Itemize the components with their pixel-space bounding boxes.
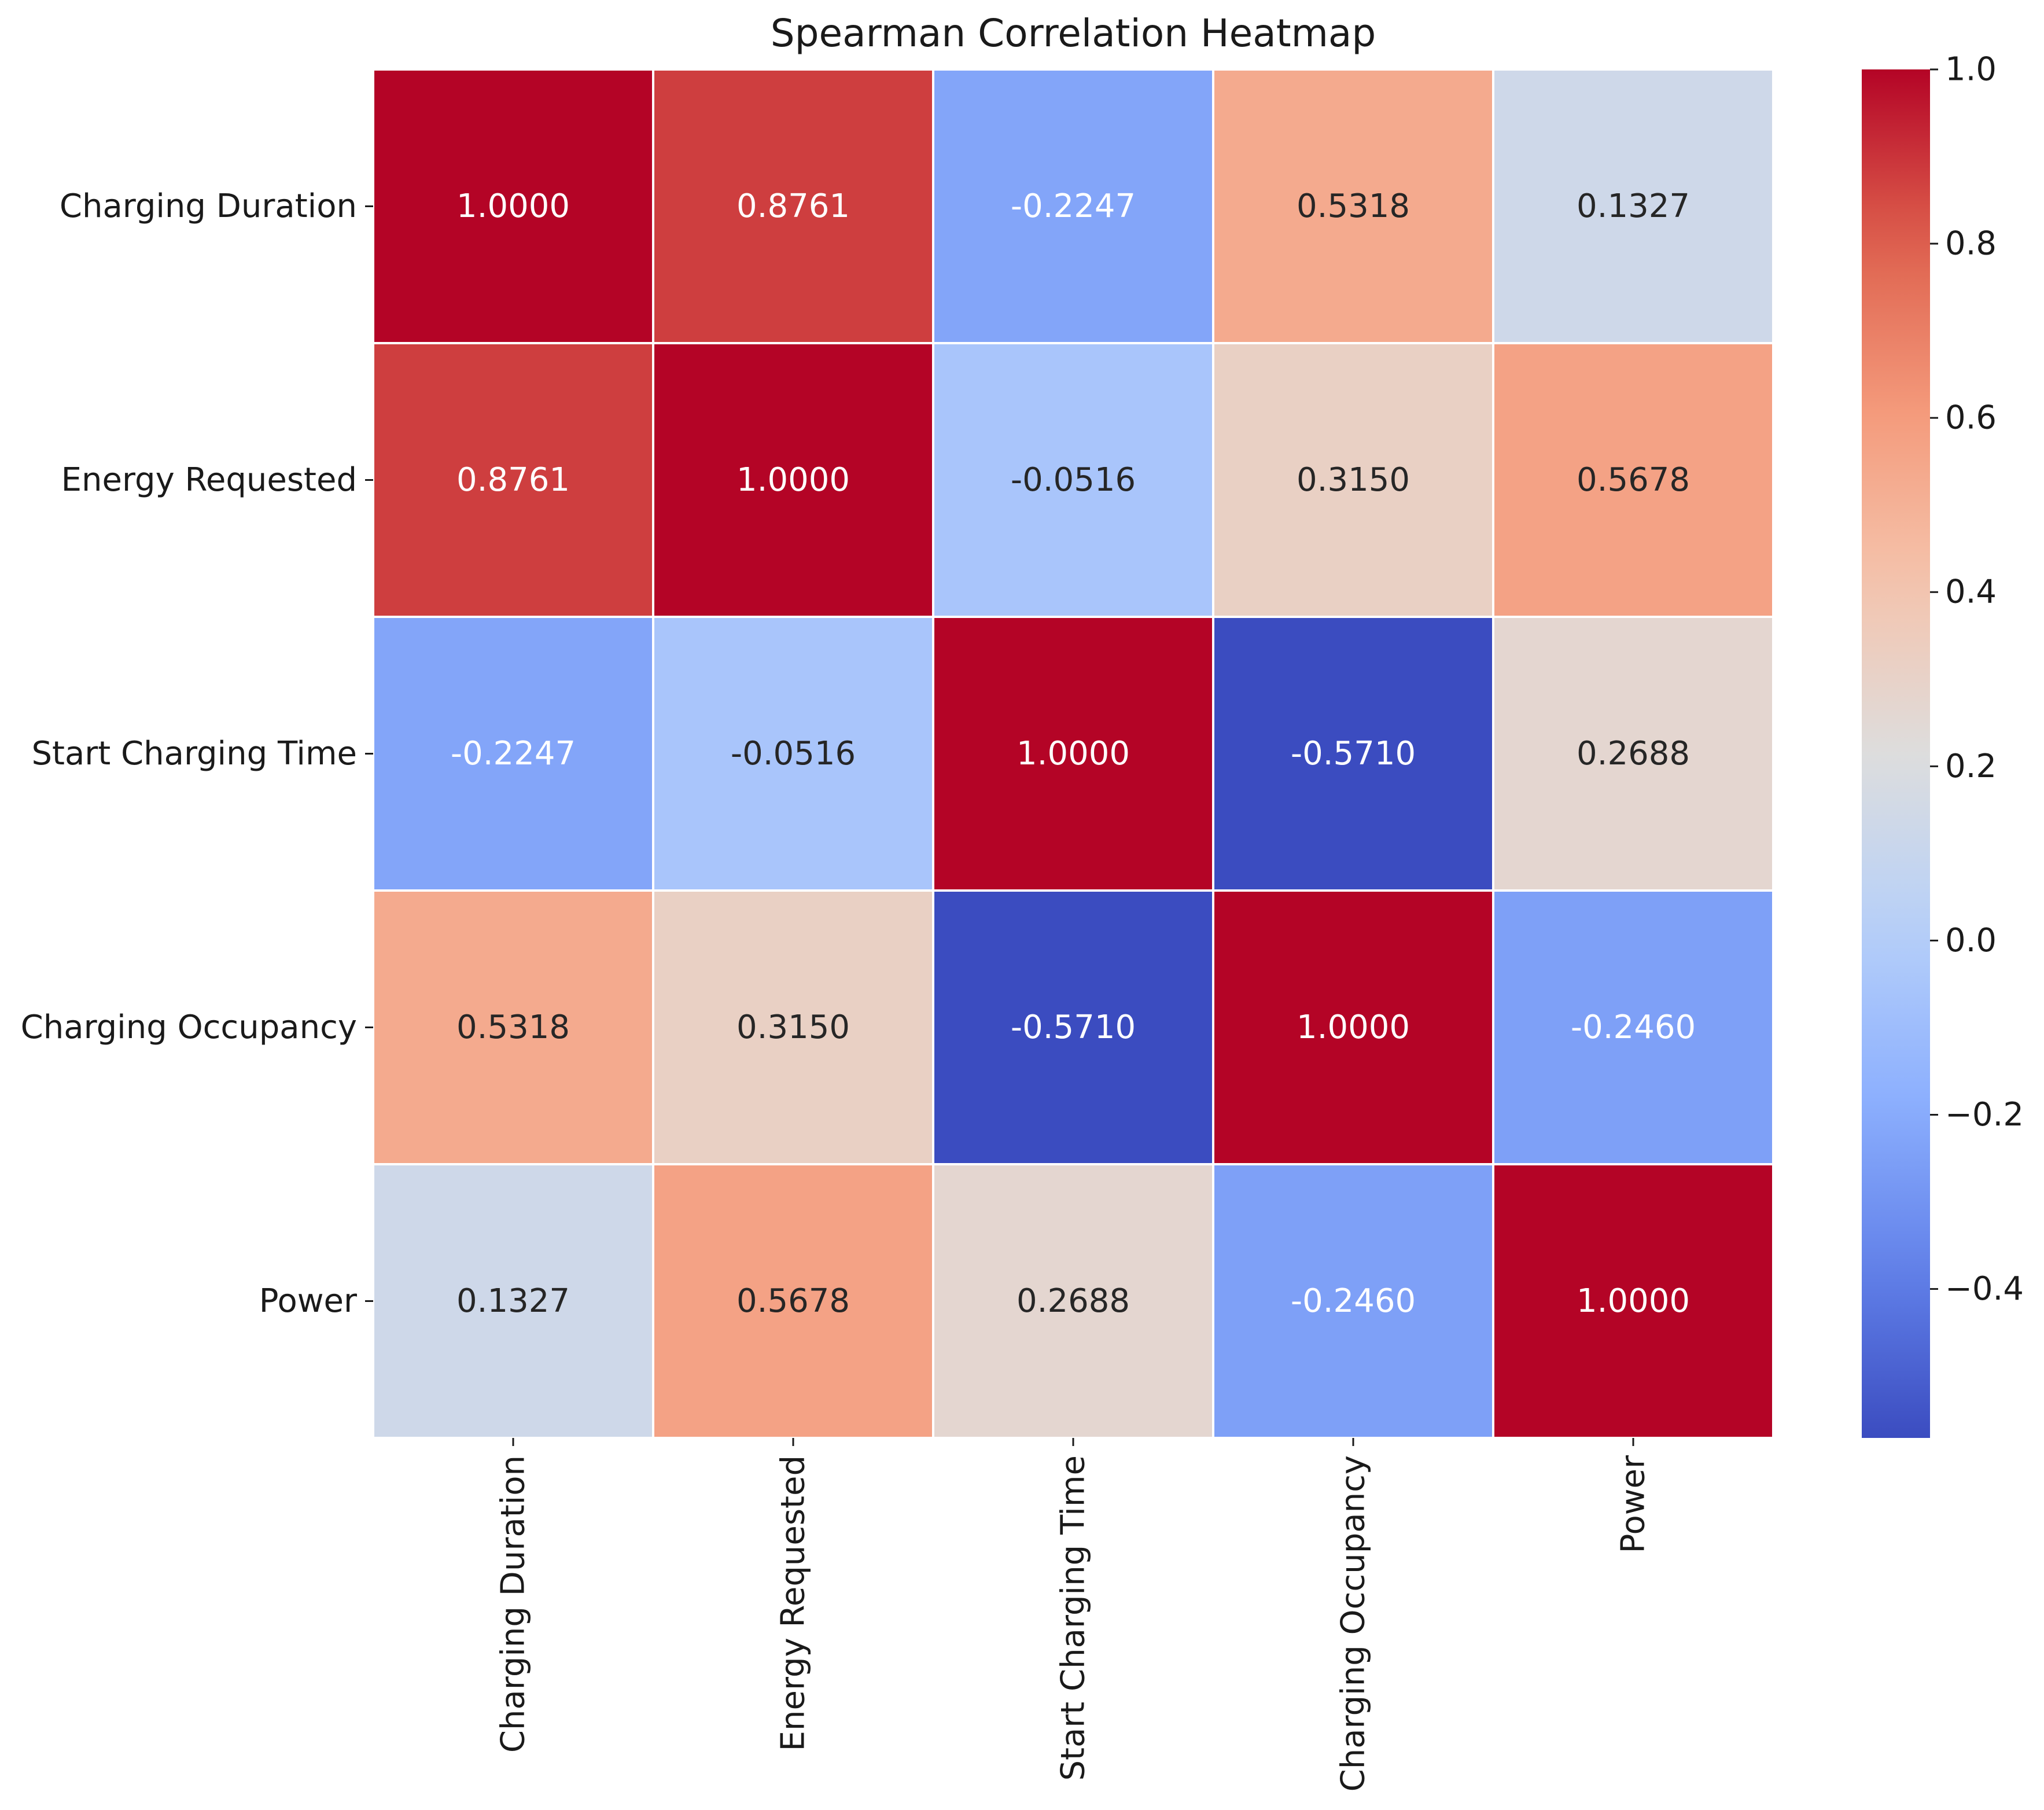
heatmap-cell <box>1492 342 1774 618</box>
heatmap-cell-label: 0.2688 <box>1017 1282 1130 1320</box>
heatmap-cell <box>372 68 654 344</box>
heatmap-cell <box>1212 616 1494 892</box>
heatmap-cell-label: 1.0000 <box>456 187 570 225</box>
colorbar: 1.0 0.8 0.6 0.4 0.2 0.0 −0.2 −0.4 <box>1862 51 2024 1438</box>
heatmap-cell-labels: 1.0000 0.8761 -0.2247 0.5318 0.1327 0.8761 1.0… <box>451 187 1696 1320</box>
heatmap-cell <box>932 68 1214 344</box>
heatmap-cell <box>652 889 934 1165</box>
y-tick-label: Charging Occupancy <box>21 1009 357 1046</box>
heatmap-cell <box>932 1163 1214 1439</box>
heatmap-cell <box>1212 889 1494 1165</box>
heatmap-cell-label: 1.0000 <box>736 461 850 499</box>
x-tick-label: Start Charging Time <box>1055 1455 1092 1781</box>
colorbar-gradient <box>1862 69 1930 1438</box>
heatmap-cell <box>652 616 934 892</box>
heatmap-cell-label: 0.2688 <box>1577 735 1690 772</box>
x-tick-label: Charging Occupancy <box>1335 1455 1372 1791</box>
heatmap-cell-label: -0.5710 <box>1011 1009 1136 1046</box>
heatmap-cell-label: 0.5318 <box>1297 187 1410 225</box>
heatmap-cell-label: 0.3150 <box>736 1009 850 1046</box>
heatmap-cell <box>1492 889 1774 1165</box>
heatmap-cell-label: -0.0516 <box>1011 461 1136 499</box>
heatmap-cell-label: -0.5710 <box>1291 735 1416 772</box>
heatmap-cell <box>1492 1163 1774 1439</box>
heatmap-cell <box>372 1163 654 1439</box>
heatmap-cell <box>1492 616 1774 892</box>
colorbar-tick-label: −0.4 <box>1945 1270 2024 1308</box>
y-axis: Charging Duration Energy Requested Start C… <box>21 187 373 1320</box>
colorbar-tick-label: 1.0 <box>1945 51 1997 89</box>
y-tick-label: Power <box>259 1282 358 1320</box>
colorbar-tick-label: 0.0 <box>1945 922 1997 959</box>
heatmap-cell-label: 0.1327 <box>1577 187 1690 225</box>
heatmap-cell-label: 0.3150 <box>1297 461 1410 499</box>
heatmap-cell <box>372 342 654 618</box>
heatmap-cell-label: 0.5678 <box>736 1282 850 1320</box>
x-tick-label: Power <box>1615 1455 1652 1553</box>
heatmap-cell-label: -0.2247 <box>451 735 576 772</box>
heatmap-cell <box>1212 68 1494 344</box>
heatmap-cell-label: 0.5318 <box>456 1009 570 1046</box>
heatmap-cells <box>372 68 1774 1439</box>
heatmap-cell-label: -0.2460 <box>1291 1282 1416 1320</box>
heatmap-cell-label: 1.0000 <box>1577 1282 1690 1320</box>
heatmap-cell-label: 0.8761 <box>736 187 850 225</box>
heatmap-cell <box>1492 68 1774 344</box>
heatmap-cell-label: 0.1327 <box>456 1282 570 1320</box>
heatmap-cell-label: 0.5678 <box>1577 461 1690 499</box>
heatmap-cell <box>932 889 1214 1165</box>
x-axis: Charging Duration Energy Requested Start C… <box>495 1438 1652 1791</box>
heatmap-cell-label: -0.2460 <box>1571 1009 1696 1046</box>
heatmap-cell-label: 0.8761 <box>456 461 570 499</box>
heatmap-cell <box>932 616 1214 892</box>
heatmap-cell <box>652 1163 934 1439</box>
colorbar-tick-label: 0.4 <box>1945 573 1997 611</box>
heatmap-cell-label: 1.0000 <box>1297 1009 1410 1046</box>
y-tick-label: Start Charging Time <box>31 735 357 772</box>
x-tick-label: Charging Duration <box>495 1455 532 1753</box>
colorbar-tick-label: −0.2 <box>1945 1096 2024 1134</box>
colorbar-tick-label: 0.2 <box>1945 748 1997 785</box>
x-tick-label: Energy Requested <box>775 1455 812 1751</box>
colorbar-tick-label: 0.6 <box>1945 399 1997 437</box>
y-tick-label: Energy Requested <box>61 461 357 499</box>
heatmap-cell-label: -0.0516 <box>731 735 856 772</box>
heatmap-cell-label: -0.2247 <box>1011 187 1136 225</box>
heatmap-cell <box>652 68 934 344</box>
heatmap-cell-label: 1.0000 <box>1017 735 1130 772</box>
chart-title: Spearman Correlation Heatmap <box>771 11 1376 56</box>
y-tick-label: Charging Duration <box>60 187 357 225</box>
colorbar-tick-label: 0.8 <box>1945 225 1997 263</box>
heatmap-cell <box>932 342 1214 618</box>
